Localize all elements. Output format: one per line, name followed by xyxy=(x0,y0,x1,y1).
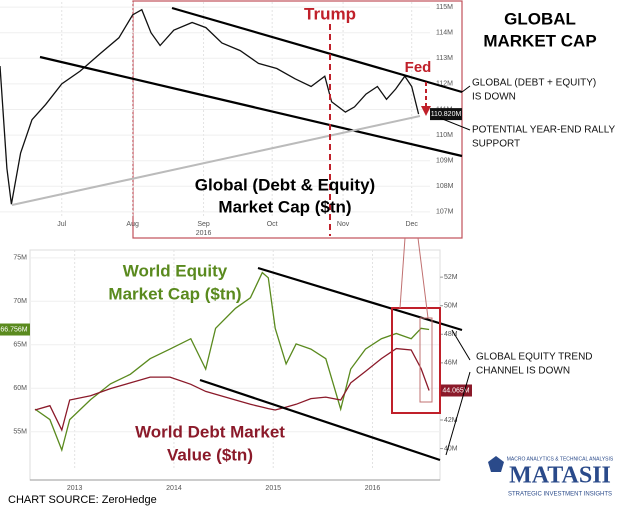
x-tick-label: 2016 xyxy=(365,485,381,492)
zoom-connector xyxy=(399,237,406,309)
last-value-label: 110.820M xyxy=(431,111,462,118)
y-tick-label: 60M xyxy=(13,385,27,392)
last-value-tag xyxy=(0,323,30,336)
chart-layer: Jul Aug Sep Oct Nov Dec 2016 107M 108M 109M 110M 11… xyxy=(0,2,472,492)
y2-tick-label: 40M xyxy=(444,445,458,452)
last-value-tag xyxy=(430,108,462,121)
logo-icon xyxy=(488,456,504,472)
note: POTENTIAL YEAR-END RALLY xyxy=(472,125,616,136)
logo-tagline: MACRO ANALYTICS & TECHNICAL ANALYSIS xyxy=(507,456,614,462)
y-tick-label: 65M xyxy=(13,342,27,349)
connector xyxy=(439,117,471,131)
x-tick-label: 2015 xyxy=(265,485,281,492)
source: CHART SOURCE: ZeroHedge xyxy=(8,494,157,506)
x-tick-label: Sep xyxy=(197,221,210,228)
x-tick-label: Oct xyxy=(267,221,278,228)
annotation: Fed xyxy=(405,59,432,76)
x-tick-label: Nov xyxy=(337,221,350,228)
channel-line xyxy=(199,378,441,462)
y2-tick-label: 50M xyxy=(444,303,458,310)
series-label: World Equity xyxy=(123,261,228,280)
highlight-box xyxy=(391,307,441,414)
x-tick-label: Jul xyxy=(57,221,66,228)
series-line xyxy=(34,347,430,432)
x-sub-label: 2016 xyxy=(196,230,212,237)
y-tick-label: 113M xyxy=(436,55,453,62)
y2-tick-label: 42M xyxy=(444,417,458,424)
x-tick-label: 2013 xyxy=(67,485,83,492)
y2-tick-label: 46M xyxy=(444,360,458,367)
channel-line xyxy=(171,6,463,94)
note: CHANNEL IS DOWN xyxy=(476,366,570,377)
y-tick-label: 115M xyxy=(436,4,453,11)
fed-arrowhead xyxy=(421,106,431,116)
note: GLOBAL (DEBT + EQUITY) xyxy=(472,78,596,89)
note: GLOBAL EQUITY TREND xyxy=(476,352,593,363)
y2-tick-label: 52M xyxy=(444,274,458,281)
x-tick-label: 2014 xyxy=(166,485,182,492)
chart-title: Market Cap ($tn) xyxy=(218,197,351,216)
note: IS DOWN xyxy=(472,92,516,103)
connector xyxy=(461,85,471,93)
y-tick-label: 107M xyxy=(436,209,454,216)
y-tick-label: 55M xyxy=(13,429,27,436)
page-title: MARKET CAP xyxy=(483,31,596,50)
y-tick-label: 70M xyxy=(13,298,27,305)
highlight-inner xyxy=(419,317,433,403)
x-tick-label: Dec xyxy=(405,221,418,228)
note: SUPPORT xyxy=(472,139,520,150)
logo-tagline: STRATEGIC INVESTMENT INSIGHTS xyxy=(508,492,612,498)
series-label: Market Cap ($tn) xyxy=(108,284,241,303)
last-value-label: 44.065M xyxy=(442,387,469,394)
y-tick-label: 109M xyxy=(436,158,454,165)
channel-line xyxy=(257,266,463,332)
zoom-connector xyxy=(417,237,429,319)
last-value-label: 66.756M xyxy=(0,326,27,333)
y-tick-label: 114M xyxy=(436,30,453,37)
chart-title: Global (Debt & Equity) xyxy=(195,175,375,194)
logo-name: MATASII xyxy=(509,463,611,489)
connector xyxy=(445,371,471,456)
annotation: Trump xyxy=(304,4,356,23)
channel-line xyxy=(39,55,463,158)
y2-tick-label: 48M xyxy=(444,331,458,338)
y-tick-label: 75M xyxy=(13,255,27,262)
y-tick-label: 112M xyxy=(436,81,453,88)
y-tick-label: 108M xyxy=(436,183,454,190)
connector xyxy=(451,329,471,361)
x-tick-label: Aug xyxy=(126,221,139,228)
series-line xyxy=(34,271,430,453)
page-title: GLOBAL xyxy=(504,9,576,28)
series-label: World Debt Market xyxy=(135,422,285,441)
support-line xyxy=(11,115,421,206)
series-line xyxy=(0,8,420,205)
series-label: Value ($tn) xyxy=(167,445,253,464)
y-tick-label: 110M xyxy=(436,132,453,139)
